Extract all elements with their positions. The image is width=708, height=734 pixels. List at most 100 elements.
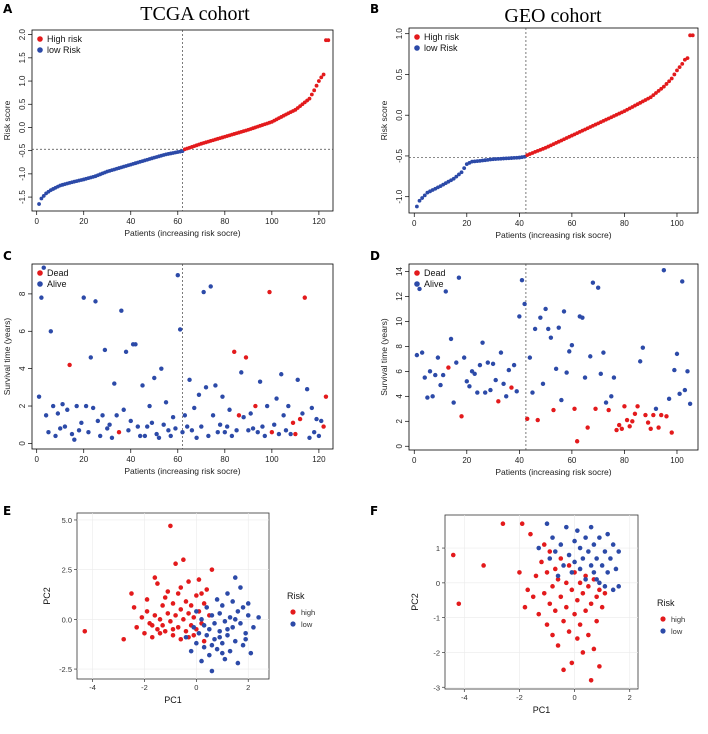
pca-point-low [199,658,204,664]
pca-point-high [183,628,189,634]
legend-marker-high [414,34,420,40]
pca-point-low [227,615,233,620]
survival-point-alive [422,375,427,380]
pca-point-low [558,542,564,547]
legend-marker-high [414,270,420,276]
y-tick-label: 0 [395,443,404,448]
x-tick-label: 20 [79,217,88,226]
pca-point-low [591,542,597,547]
pca-point-high [566,563,572,568]
survival-point-alive [281,413,286,418]
survival-point-dead [624,417,630,423]
pca-point-low [251,625,256,630]
survival-point-alive [538,315,543,320]
pca-point-low [238,621,243,626]
pca-point-low [219,640,225,646]
pca-point-high [544,622,550,627]
risk-point-high [654,91,658,95]
pca-point-high [547,549,553,554]
pca-point-high [144,597,150,602]
survival-point-alive [609,394,614,399]
x-tick-label: 20 [462,219,471,228]
x-tick-label: 20 [462,456,471,465]
survival-point-dead [293,431,298,437]
pca-point-high [181,557,186,563]
pca-point-low [256,615,261,620]
y-axis-label: PC2 [410,593,420,611]
survival-point-alive [414,352,420,358]
risk-point-high [307,96,312,101]
pca-point-low [605,531,610,537]
survival-point-alive [210,413,216,418]
pca-point-high [168,523,173,529]
risk-point-low [37,202,41,206]
survival-point-alive [514,389,519,394]
pca-point-low [564,524,569,530]
survival-point-alive [564,370,569,375]
pca-point-low [583,535,588,540]
survival-point-alive [556,325,561,330]
survival-point-alive [451,400,456,405]
y-axis-label: Survival time (years) [2,318,12,396]
survival-point-alive [433,372,438,378]
survival-point-alive [194,435,199,440]
pca-point-high [160,623,165,628]
pca-point-high [181,617,186,622]
legend-marker-high [660,616,666,622]
survival-point-alive [81,295,86,300]
pca-point-low [602,584,608,589]
risk-point-high [656,89,661,93]
y-tick-label: 0.0 [395,109,404,121]
pca-point-low [544,521,550,526]
survival-point-alive [307,435,312,440]
pca-point-high [588,678,594,683]
pca-point-low [613,566,619,572]
pca-point-high [168,619,173,624]
y-tick-label: 2.5 [62,566,72,575]
x-tick-label: 0 [34,217,39,226]
survival-point-alive [123,349,129,355]
risk-point-low [462,166,467,171]
risk-point-high [309,92,314,97]
x-tick-label: 120 [312,217,326,226]
pca-point-high [173,561,178,566]
survival-point-alive [187,377,192,383]
pca-point-low [209,668,215,674]
survival-point-alive [480,340,485,345]
pca-point-high [155,581,160,586]
pca-point-low [245,601,251,606]
survival-point-dead [525,416,530,421]
x-tick-label: 80 [620,456,629,465]
x-tick-label: 0 [194,683,198,692]
risk-point-high [661,84,666,89]
survival-point-alive [112,381,117,386]
y-tick-label: 0.0 [62,615,72,624]
risk-point-low [422,193,427,198]
survival-point-alive [430,394,435,399]
pca-point-high [599,604,605,610]
pca-point-high [580,591,586,596]
pca-point-high [209,567,215,572]
x-tick-label: 2 [246,683,250,692]
pca-point-low [602,549,608,554]
survival-point-alive [50,403,56,409]
panel-letter-e: E [3,504,11,518]
x-tick-label: 80 [220,455,229,464]
plot-panel [444,514,639,690]
pca-point-low [555,573,561,579]
x-tick-label: -2 [141,683,148,692]
x-tick-label: 100 [670,219,684,228]
survival-point-alive [314,416,319,422]
survival-point-alive [149,420,155,426]
y-tick-label: 1.0 [18,75,27,87]
survival-point-alive [185,424,190,429]
survival-point-alive [208,284,213,289]
pca-point-high [558,556,564,561]
pca-point-low [209,613,215,618]
survival-point-alive [490,361,496,367]
survival-point-alive [488,387,493,393]
risk-point-low [417,198,422,203]
survival-point-alive [435,355,441,360]
x-tick-label: 0 [34,455,39,464]
survival-point-alive [189,428,195,433]
